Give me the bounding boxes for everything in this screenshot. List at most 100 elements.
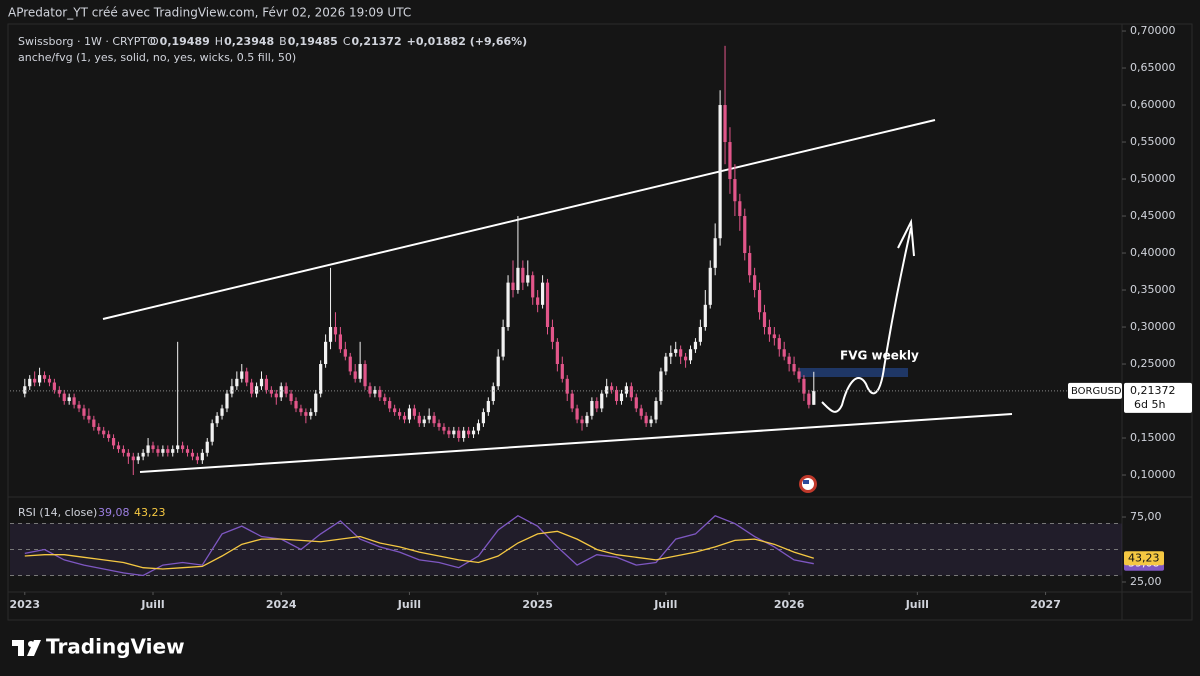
- candle-body: [151, 445, 155, 450]
- x-tick-label: Juill: [653, 598, 677, 611]
- candle-body: [23, 386, 27, 394]
- candle-body: [511, 282, 515, 291]
- candle-body: [82, 408, 86, 416]
- candle-body: [782, 349, 786, 357]
- candle-body: [565, 378, 569, 394]
- candle-body: [333, 327, 338, 335]
- ohlc-key: H: [215, 35, 223, 48]
- x-tick-label: 2024: [266, 598, 297, 611]
- candle-body: [156, 449, 160, 453]
- candle-body: [713, 238, 717, 268]
- candle-body: [654, 401, 658, 420]
- candle-body: [279, 386, 283, 398]
- candle-body: [575, 408, 579, 420]
- candle-body: [28, 378, 32, 387]
- candle-body: [491, 386, 495, 402]
- candle-body: [33, 378, 37, 383]
- annotation: FVG weekly: [840, 349, 919, 363]
- candle-body: [77, 404, 81, 409]
- header: APredator_YT créé avec TradingView.com, …: [8, 6, 411, 20]
- y-tick-label: 0,15000: [1130, 431, 1176, 444]
- candle-body: [215, 415, 219, 424]
- change: +0,01882 (+9,66%): [407, 35, 528, 48]
- candle-body: [116, 445, 121, 450]
- candle-body: [407, 408, 412, 420]
- candle-body: [343, 349, 347, 357]
- candle-body: [545, 282, 550, 328]
- trend-line: [139, 413, 1013, 473]
- candle-body: [506, 282, 510, 328]
- candle-body: [363, 364, 367, 387]
- candle-body: [200, 452, 204, 461]
- candle-body: [486, 401, 490, 413]
- candle-body: [373, 389, 377, 394]
- frame: [7, 23, 1193, 621]
- candle-body: [649, 419, 653, 424]
- candle-body: [605, 386, 609, 394]
- rsi-value: 39,08: [98, 506, 130, 519]
- candle-body: [723, 105, 727, 143]
- candle-body: [787, 356, 791, 365]
- candle-body: [180, 445, 185, 450]
- ohlc-value: 0,23948: [224, 35, 274, 48]
- candle-body: [442, 426, 446, 431]
- y-tick-label: 0,45000: [1130, 209, 1176, 222]
- candle-body: [437, 423, 441, 427]
- candle-body: [619, 393, 624, 402]
- candle-body: [777, 338, 781, 350]
- candle-body: [693, 341, 698, 350]
- candle-body: [772, 334, 776, 339]
- ohlc-key: O: [150, 35, 159, 48]
- candle-body: [388, 401, 392, 409]
- candle-body: [580, 419, 584, 424]
- y-tick-label: 0,35000: [1130, 283, 1176, 296]
- candle-body: [250, 382, 254, 394]
- ohlc-value: 0,19489: [160, 35, 210, 48]
- candle-body: [659, 371, 663, 402]
- candle-body: [92, 419, 96, 427]
- arrow-head: [897, 218, 915, 257]
- rsi-tick-label: 25,00: [1130, 575, 1162, 588]
- candle-body: [264, 378, 269, 390]
- candle-body: [452, 430, 456, 435]
- y-tick-label: 0,25000: [1130, 357, 1176, 370]
- candle-body: [126, 452, 130, 457]
- candle-body: [447, 430, 451, 435]
- candle-body: [323, 341, 328, 365]
- rsi-label-box: [1124, 551, 1164, 566]
- candle-body: [62, 393, 66, 402]
- candle-body: [570, 393, 574, 409]
- candle-body: [728, 142, 732, 180]
- logo: TradingView: [12, 635, 185, 659]
- y-tick-label: 0,65000: [1130, 61, 1176, 74]
- candle-body: [516, 267, 520, 291]
- x-tick-label: 2026: [774, 598, 805, 611]
- symbol-tag: BORGUSD: [1071, 386, 1122, 397]
- candle-body: [245, 371, 249, 383]
- rsi-line: [24, 530, 814, 570]
- price-label: 0,21372: [1130, 384, 1176, 397]
- candle-body: [185, 449, 190, 453]
- candle-body: [269, 389, 273, 394]
- y-tick-label: 0,60000: [1130, 98, 1176, 111]
- y-tick-label: 0,10000: [1130, 468, 1176, 481]
- candle-body: [393, 408, 397, 413]
- candle-body: [190, 452, 195, 457]
- candle-body: [462, 430, 466, 439]
- candle-body: [698, 327, 702, 342]
- candle-body: [688, 349, 693, 361]
- candle-body: [111, 438, 116, 446]
- x-tick-label: 2025: [522, 598, 553, 611]
- candle-body: [679, 349, 683, 357]
- x-tick-label: 2023: [9, 598, 40, 611]
- candle-body: [353, 371, 357, 379]
- candle-body: [624, 386, 629, 394]
- ohlc-legend: O 0,19489 H 0,23948 B 0,19485 C 0,21372 +0,01882…: [150, 35, 527, 48]
- rsi-ma-value: 43,23: [134, 506, 166, 519]
- candle-body: [708, 267, 712, 305]
- candle-body: [812, 390, 816, 405]
- candle-body: [476, 423, 481, 431]
- trend-line: [102, 119, 936, 320]
- y-tick-label: 0,40000: [1130, 246, 1176, 259]
